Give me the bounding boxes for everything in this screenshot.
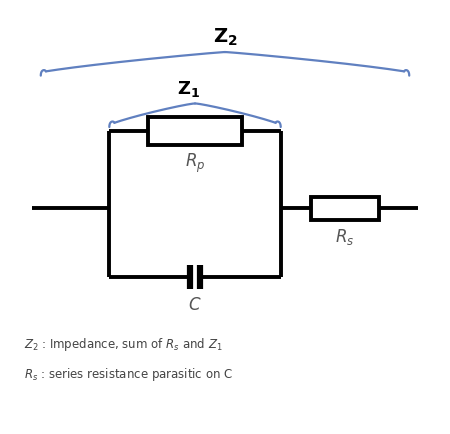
Text: $R_p$: $R_p$ <box>185 151 205 175</box>
Text: $Z_2$ : Impedance, sum of $R_s$ and $Z_1$: $Z_2$ : Impedance, sum of $R_s$ and $Z_1… <box>24 336 222 353</box>
Text: $C$: $C$ <box>188 296 202 315</box>
Text: $\mathbf{Z_2}$: $\mathbf{Z_2}$ <box>213 26 237 48</box>
Text: $\mathbf{Z_1}$: $\mathbf{Z_1}$ <box>177 79 200 99</box>
Text: $R_s$: $R_s$ <box>335 227 355 247</box>
FancyBboxPatch shape <box>148 117 242 145</box>
Text: $R_s$ : series resistance parasitic on C: $R_s$ : series resistance parasitic on C <box>24 366 233 383</box>
FancyBboxPatch shape <box>310 197 379 220</box>
